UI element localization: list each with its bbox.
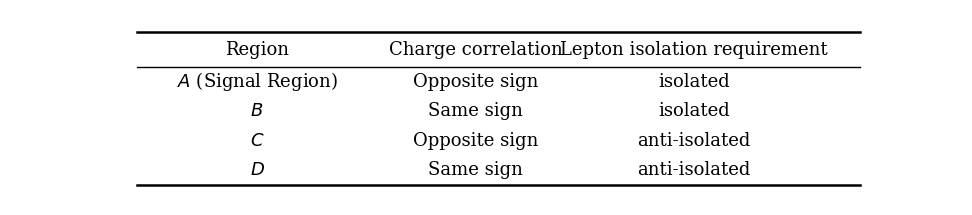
Text: anti-isolated: anti-isolated [638,132,750,150]
Text: $D$: $D$ [250,161,264,179]
Text: anti-isolated: anti-isolated [638,161,750,179]
Text: Opposite sign: Opposite sign [413,132,538,150]
Text: Lepton isolation requirement: Lepton isolation requirement [560,41,828,59]
Text: isolated: isolated [658,73,730,91]
Text: Same sign: Same sign [428,102,523,120]
Text: Region: Region [226,41,289,59]
Text: isolated: isolated [658,102,730,120]
Text: $C$: $C$ [250,132,264,150]
Text: Charge correlation: Charge correlation [389,41,563,59]
Text: $A$ (Signal Region): $A$ (Signal Region) [177,70,337,93]
Text: Same sign: Same sign [428,161,523,179]
Text: Opposite sign: Opposite sign [413,73,538,91]
Text: $B$: $B$ [251,102,263,120]
